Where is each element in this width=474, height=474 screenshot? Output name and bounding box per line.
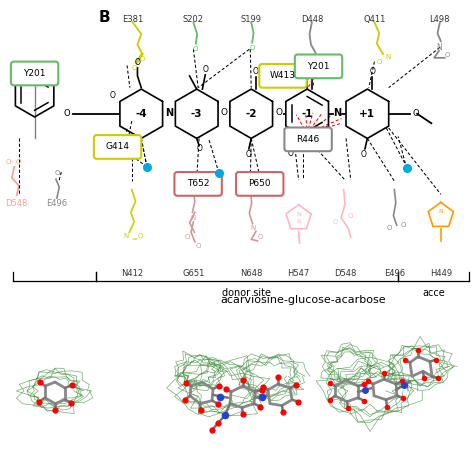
Text: N648: N648: [240, 269, 263, 278]
Text: O: O: [317, 56, 322, 62]
Text: -3: -3: [191, 109, 202, 119]
Text: L498: L498: [429, 15, 450, 24]
Text: G414: G414: [106, 143, 129, 151]
Text: Y201: Y201: [307, 62, 330, 71]
Text: O: O: [309, 67, 315, 75]
Text: O: O: [258, 234, 264, 240]
FancyBboxPatch shape: [295, 55, 342, 78]
Text: G651: G651: [182, 269, 205, 278]
Text: E496: E496: [46, 200, 67, 208]
Text: O: O: [348, 213, 354, 219]
Text: O: O: [304, 73, 310, 81]
Text: O: O: [202, 65, 208, 73]
Text: O: O: [64, 109, 70, 118]
Text: O: O: [249, 46, 255, 51]
Text: +1: +1: [359, 109, 375, 119]
Text: -1: -1: [301, 109, 313, 119]
Text: -4: -4: [136, 109, 147, 119]
Text: O: O: [220, 109, 228, 117]
Text: O: O: [276, 109, 283, 117]
Text: W413: W413: [270, 72, 296, 80]
Text: P650: P650: [248, 180, 271, 188]
Text: O: O: [15, 159, 21, 165]
Text: H547: H547: [288, 269, 310, 278]
FancyBboxPatch shape: [174, 172, 222, 196]
Text: N: N: [436, 43, 442, 52]
Text: O: O: [253, 67, 259, 75]
Text: B: B: [99, 10, 110, 26]
FancyBboxPatch shape: [259, 64, 307, 88]
Text: O: O: [412, 109, 419, 118]
Text: =: =: [131, 237, 137, 242]
Text: O: O: [444, 53, 450, 58]
Text: D548: D548: [5, 200, 28, 208]
Text: O: O: [139, 56, 145, 62]
Text: O: O: [305, 64, 311, 69]
Text: N: N: [333, 108, 341, 118]
Text: N: N: [438, 210, 443, 214]
FancyBboxPatch shape: [94, 135, 141, 159]
FancyBboxPatch shape: [11, 62, 58, 85]
Text: Q411: Q411: [363, 15, 386, 24]
Text: O: O: [400, 222, 406, 228]
Text: O: O: [6, 159, 11, 165]
Text: N: N: [296, 219, 301, 224]
Text: O: O: [288, 149, 293, 158]
Text: S202: S202: [183, 15, 204, 24]
Text: O: O: [193, 46, 199, 52]
Text: O: O: [387, 226, 392, 231]
Text: N: N: [250, 226, 255, 231]
Text: O: O: [369, 67, 375, 75]
Text: S199: S199: [241, 15, 262, 24]
Text: R446: R446: [296, 135, 320, 144]
Text: N412: N412: [121, 269, 143, 278]
Text: D548: D548: [334, 269, 356, 278]
Text: O: O: [185, 234, 191, 240]
Text: T652: T652: [187, 180, 210, 188]
Text: O: O: [54, 170, 60, 176]
Text: N: N: [191, 215, 196, 221]
Text: E381: E381: [122, 15, 143, 24]
FancyBboxPatch shape: [236, 172, 283, 196]
FancyBboxPatch shape: [284, 128, 332, 151]
Text: donor site: donor site: [222, 288, 271, 298]
Text: N: N: [165, 108, 173, 118]
Text: O: O: [131, 65, 137, 71]
Text: O: O: [246, 150, 252, 159]
Text: O: O: [195, 244, 201, 249]
Text: N: N: [123, 233, 129, 239]
Text: E496: E496: [384, 269, 405, 278]
Text: O: O: [122, 140, 128, 149]
Text: O: O: [110, 91, 116, 100]
Text: N: N: [385, 54, 391, 60]
Text: -2: -2: [246, 109, 257, 119]
Text: O: O: [361, 150, 366, 159]
Text: O: O: [135, 58, 140, 66]
Text: Y201: Y201: [23, 69, 46, 78]
Text: H449: H449: [430, 269, 452, 278]
Text: acce: acce: [422, 288, 445, 298]
Text: O: O: [196, 145, 202, 153]
Text: O: O: [332, 219, 338, 225]
Text: N: N: [296, 212, 301, 217]
Text: O: O: [137, 233, 143, 239]
Text: acarviosine-glucose-acarbose: acarviosine-glucose-acarbose: [220, 295, 386, 305]
Text: D448: D448: [301, 15, 323, 24]
Text: O: O: [376, 59, 382, 64]
